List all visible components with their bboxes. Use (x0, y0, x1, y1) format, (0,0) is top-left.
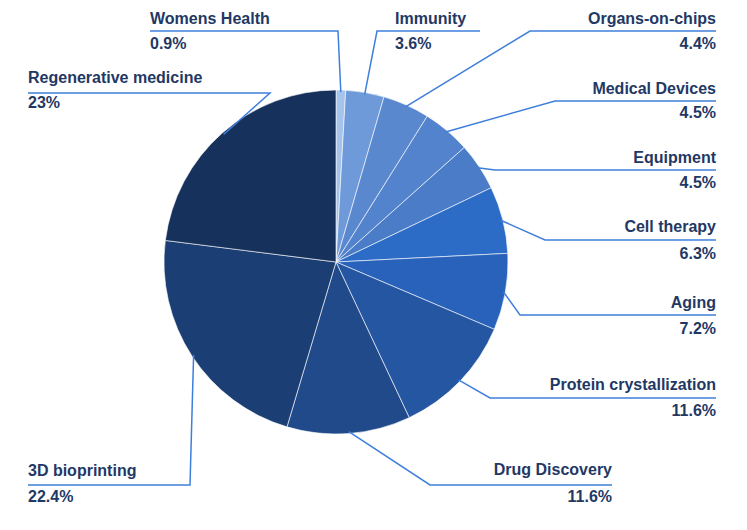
leader-line (28, 93, 270, 134)
pie-slice (336, 188, 508, 262)
leader-line (405, 31, 716, 107)
slice-label: Womens Health (150, 10, 270, 27)
leader-line (28, 355, 194, 485)
chart-svg: Womens Health 0.9% Immunity 3.6% Organs-on-c… (0, 0, 747, 530)
pie-slice (164, 240, 336, 426)
slice-label: Regenerative medicine (28, 69, 202, 86)
slice-label: 3D bioprinting (28, 462, 136, 479)
data-label: 0.9% (150, 35, 186, 52)
leader-line (365, 31, 480, 94)
slice-label: Aging (671, 294, 716, 311)
data-label: 6.3% (680, 245, 716, 262)
leader-line (349, 432, 612, 485)
slice-label: Cell therapy (624, 218, 716, 235)
data-label: 4.4% (680, 35, 716, 52)
data-label: 4.5% (680, 104, 716, 121)
chart-container: Womens Health 0.9% Immunity 3.6% Organs-on-c… (0, 0, 747, 530)
data-label: 22.4% (28, 488, 73, 505)
slice-label: Drug Discovery (494, 461, 612, 478)
labels: Womens Health 0.9% Immunity 3.6% Organs-on-c… (28, 10, 717, 505)
data-label: 23% (28, 94, 60, 111)
data-label: 11.6% (568, 488, 612, 505)
leader-line (446, 101, 716, 132)
pie (164, 90, 508, 434)
leader-line (477, 168, 716, 170)
leader-line (503, 292, 716, 315)
slice-label: Organs-on-chips (588, 10, 716, 27)
data-label: 7.2% (680, 320, 716, 337)
slice-label: Protein crystallization (550, 376, 716, 393)
leader-lines (28, 31, 716, 485)
slice-label: Medical Devices (592, 80, 716, 97)
data-label: 4.5% (680, 174, 716, 191)
slice-label: Equipment (633, 149, 716, 166)
data-label: 3.6% (395, 35, 431, 52)
slice-label: Immunity (395, 10, 466, 27)
data-label: 11.6% (672, 402, 716, 419)
pie-slice (165, 90, 336, 262)
